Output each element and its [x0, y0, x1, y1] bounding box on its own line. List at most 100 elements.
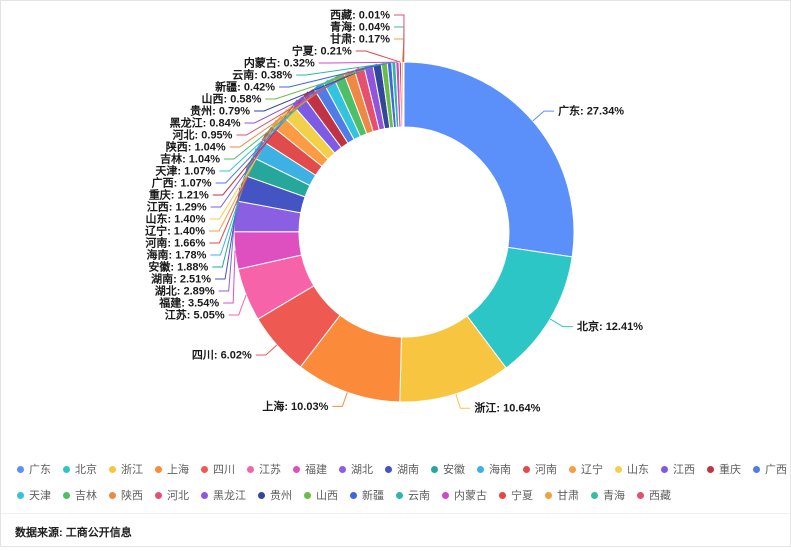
- legend-item-福建[interactable]: 福建: [293, 461, 327, 477]
- legend-dot: [707, 466, 714, 473]
- legend-label: 广东: [29, 461, 51, 477]
- legend-item-四川[interactable]: 四川: [201, 461, 235, 477]
- slice-leader-line: [229, 295, 246, 315]
- donut-pie-svg: 广东: 27.34% 北京: 12.41% 浙江: 10.64% 上海: 10.03%…: [1, 1, 791, 453]
- legend-label: 广西: [765, 461, 787, 477]
- slice-label: 北京: 12.41%: [577, 319, 643, 333]
- legend-label: 内蒙古: [454, 487, 487, 503]
- slice-label: 安徽: 1.88%: [148, 260, 208, 274]
- legend-item-山东[interactable]: 山东: [615, 461, 649, 477]
- legend-dot: [499, 492, 506, 499]
- legend-dot: [201, 492, 208, 499]
- legend-item-黑龙江[interactable]: 黑龙江: [201, 487, 246, 503]
- slice-label: 新疆: 0.42%: [215, 80, 275, 94]
- legend-item-天津[interactable]: 天津: [17, 487, 51, 503]
- legend-label: 湖南: [397, 461, 419, 477]
- slice-label: 宁夏: 0.21%: [292, 44, 352, 58]
- slice-label: 广东: 27.34%: [558, 104, 624, 118]
- legend-dot: [109, 492, 116, 499]
- legend-item-内蒙古[interactable]: 内蒙古: [442, 487, 487, 503]
- slice-label: 上海: 10.03%: [262, 399, 328, 413]
- legend-item-云南[interactable]: 云南: [396, 487, 430, 503]
- slice-label: 黑龙江: 0.84%: [170, 116, 241, 130]
- legend-label: 黑龙江: [213, 487, 246, 503]
- legend-label: 宁夏: [511, 487, 533, 503]
- legend-item-甘肃[interactable]: 甘肃: [545, 487, 579, 503]
- legend-item-河北[interactable]: 河北: [155, 487, 189, 503]
- legend-label: 四川: [213, 461, 235, 477]
- legend-label: 重庆: [719, 461, 741, 477]
- legend-item-山西[interactable]: 山西: [304, 487, 338, 503]
- slice-leader-line: [533, 111, 554, 121]
- legend-item-重庆[interactable]: 重庆: [707, 461, 741, 477]
- slice-label: 天津: 1.07%: [155, 164, 215, 178]
- slice-label: 青海: 0.04%: [330, 20, 390, 34]
- slice-label: 内蒙古: 0.32%: [244, 56, 315, 70]
- slice-label: 浙江: 10.64%: [474, 401, 540, 415]
- legend-item-湖南[interactable]: 湖南: [385, 461, 419, 477]
- legend-label: 青海: [603, 487, 625, 503]
- pie-slice-广东[interactable]: [404, 62, 574, 257]
- slice-label: 江西: 1.29%: [147, 200, 207, 214]
- legend-item-辽宁[interactable]: 辽宁: [569, 461, 603, 477]
- legend-dot: [637, 492, 644, 499]
- legend-item-湖北[interactable]: 湖北: [339, 461, 373, 477]
- legend-label: 贵州: [270, 487, 292, 503]
- slice-label: 山东: 1.40%: [146, 212, 206, 226]
- legend-dot: [63, 492, 70, 499]
- legend-label: 上海: [167, 461, 189, 477]
- slice-label: 重庆: 1.21%: [149, 188, 209, 202]
- legend-dot: [523, 466, 530, 473]
- legend-item-上海[interactable]: 上海: [155, 461, 189, 477]
- legend-dot: [442, 492, 449, 499]
- legend-item-吉林[interactable]: 吉林: [63, 487, 97, 503]
- slice-label: 甘肃: 0.17%: [330, 32, 390, 46]
- legend-row: 广东北京浙江上海四川江苏福建湖北湖南安徽海南河南辽宁山东江西重庆广西: [17, 461, 774, 477]
- legend-item-浙江[interactable]: 浙江: [109, 461, 143, 477]
- legend-label: 吉林: [75, 487, 97, 503]
- legend-label: 新疆: [362, 487, 384, 503]
- legend-item-海南[interactable]: 海南: [477, 461, 511, 477]
- chart-footer: 数据来源: 工商公开信息: [1, 513, 790, 551]
- legend-label: 西藏: [649, 487, 671, 503]
- legend-dot: [591, 492, 598, 499]
- slice-label: 西藏: 0.01%: [330, 8, 390, 22]
- slice-leader-line: [256, 345, 277, 355]
- legend-item-江苏[interactable]: 江苏: [247, 461, 281, 477]
- legend-label: 福建: [305, 461, 327, 477]
- slice-label: 湖北: 2.89%: [155, 284, 215, 298]
- legend-item-北京[interactable]: 北京: [63, 461, 97, 477]
- legend-label: 云南: [408, 487, 430, 503]
- legend-dot: [247, 466, 254, 473]
- legend-dot: [109, 466, 116, 473]
- slice-label: 辽宁: 1.40%: [145, 224, 205, 238]
- legend-item-河南[interactable]: 河南: [523, 461, 557, 477]
- slice-label: 云南: 0.38%: [232, 68, 292, 82]
- legend-item-宁夏[interactable]: 宁夏: [499, 487, 533, 503]
- legend-item-青海[interactable]: 青海: [591, 487, 625, 503]
- legend-dot: [293, 466, 300, 473]
- legend-item-江西[interactable]: 江西: [661, 461, 695, 477]
- legend-item-广西[interactable]: 广西: [753, 461, 787, 477]
- legend-item-广东[interactable]: 广东: [17, 461, 51, 477]
- legend-item-安徽[interactable]: 安徽: [431, 461, 465, 477]
- slice-label: 四川: 6.02%: [192, 348, 252, 361]
- legend-label: 河南: [535, 461, 557, 477]
- legend-dot: [385, 466, 392, 473]
- legend-label: 北京: [75, 461, 97, 477]
- legend-item-西藏[interactable]: 西藏: [637, 487, 671, 503]
- legend-item-陕西[interactable]: 陕西: [109, 487, 143, 503]
- legend-dot: [155, 466, 162, 473]
- slice-label: 吉林: 1.04%: [160, 152, 220, 166]
- legend-label: 甘肃: [557, 487, 579, 503]
- legend-item-新疆[interactable]: 新疆: [350, 487, 384, 503]
- legend-dot: [339, 466, 346, 473]
- slice-leader-line: [394, 39, 404, 62]
- slice-label: 广西: 1.07%: [152, 176, 212, 190]
- legend-dot: [661, 466, 668, 473]
- legend-dot: [63, 466, 70, 473]
- slice-label: 河南: 1.66%: [145, 236, 205, 250]
- legend-item-贵州[interactable]: 贵州: [258, 487, 292, 503]
- slice-label: 山西: 0.58%: [201, 92, 261, 106]
- slice-label: 福建: 3.54%: [158, 296, 219, 310]
